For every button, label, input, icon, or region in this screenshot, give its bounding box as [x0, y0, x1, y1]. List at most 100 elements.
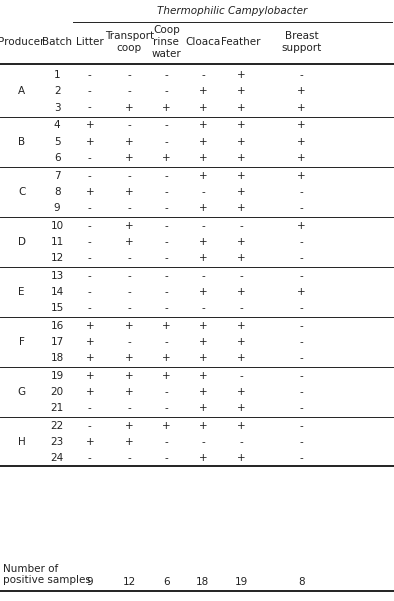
- Text: 6: 6: [163, 577, 169, 587]
- Text: +: +: [85, 187, 94, 197]
- Text: +: +: [237, 171, 245, 181]
- Text: 24: 24: [50, 453, 64, 463]
- Text: +: +: [125, 321, 134, 331]
- Text: -: -: [127, 303, 131, 313]
- Text: -: -: [88, 203, 92, 213]
- Text: -: -: [127, 203, 131, 213]
- Text: -: -: [299, 237, 303, 247]
- Text: -: -: [239, 303, 243, 313]
- Text: +: +: [237, 353, 245, 363]
- Text: -: -: [127, 271, 131, 281]
- Text: +: +: [297, 87, 306, 97]
- Text: +: +: [162, 421, 171, 432]
- Text: -: -: [201, 221, 205, 231]
- Text: -: -: [127, 120, 131, 130]
- Text: -: -: [239, 271, 243, 281]
- Text: +: +: [237, 421, 245, 432]
- Text: +: +: [199, 120, 207, 130]
- Text: -: -: [127, 453, 131, 463]
- Text: -: -: [164, 403, 168, 413]
- Text: +: +: [237, 321, 245, 331]
- Text: +: +: [162, 103, 171, 112]
- Text: 3: 3: [54, 103, 60, 112]
- Text: +: +: [125, 103, 134, 112]
- Text: +: +: [85, 337, 94, 347]
- Text: +: +: [237, 120, 245, 130]
- Text: -: -: [88, 271, 92, 281]
- Text: +: +: [237, 253, 245, 263]
- Text: -: -: [127, 337, 131, 347]
- Text: 21: 21: [50, 403, 64, 413]
- Text: -: -: [164, 87, 168, 97]
- Text: -: -: [164, 453, 168, 463]
- Text: -: -: [164, 203, 168, 213]
- Text: -: -: [201, 438, 205, 447]
- Text: 7: 7: [54, 171, 60, 181]
- Text: F: F: [19, 337, 24, 347]
- Text: 19: 19: [50, 371, 64, 381]
- Text: -: -: [299, 353, 303, 363]
- Text: +: +: [162, 321, 171, 331]
- Text: +: +: [85, 438, 94, 447]
- Text: -: -: [164, 271, 168, 281]
- Text: -: -: [127, 287, 131, 297]
- Text: -: -: [164, 287, 168, 297]
- Text: 12: 12: [123, 577, 136, 587]
- Text: +: +: [237, 387, 245, 397]
- Text: +: +: [85, 136, 94, 147]
- Text: -: -: [88, 403, 92, 413]
- Text: -: -: [164, 171, 168, 181]
- Text: D: D: [18, 237, 26, 247]
- Text: +: +: [297, 103, 306, 112]
- Text: 13: 13: [50, 271, 64, 281]
- Text: Transport
coop: Transport coop: [105, 31, 154, 53]
- Text: +: +: [199, 337, 207, 347]
- Text: -: -: [127, 171, 131, 181]
- Text: +: +: [297, 153, 306, 163]
- Text: -: -: [299, 187, 303, 197]
- Text: Cloaca: Cloaca: [185, 37, 221, 47]
- Text: +: +: [199, 453, 207, 463]
- Text: -: -: [88, 237, 92, 247]
- Text: -: -: [299, 337, 303, 347]
- Text: +: +: [297, 120, 306, 130]
- Text: H: H: [18, 438, 26, 447]
- Text: +: +: [199, 237, 207, 247]
- Text: +: +: [199, 153, 207, 163]
- Text: -: -: [239, 438, 243, 447]
- Text: +: +: [237, 337, 245, 347]
- Text: -: -: [88, 171, 92, 181]
- Text: -: -: [127, 253, 131, 263]
- Text: -: -: [88, 103, 92, 112]
- Text: -: -: [88, 253, 92, 263]
- Text: E: E: [19, 287, 25, 297]
- Text: 9: 9: [87, 577, 93, 587]
- Text: -: -: [88, 453, 92, 463]
- Text: +: +: [85, 353, 94, 363]
- Text: -: -: [88, 421, 92, 432]
- Text: +: +: [237, 103, 245, 112]
- Text: 9: 9: [54, 203, 60, 213]
- Text: +: +: [237, 70, 245, 81]
- Text: -: -: [299, 321, 303, 331]
- Text: -: -: [164, 221, 168, 231]
- Text: -: -: [299, 403, 303, 413]
- Text: -: -: [299, 271, 303, 281]
- Text: +: +: [199, 253, 207, 263]
- Text: +: +: [237, 403, 245, 413]
- Text: -: -: [299, 421, 303, 432]
- Text: 17: 17: [50, 337, 64, 347]
- Text: +: +: [237, 453, 245, 463]
- Text: +: +: [237, 87, 245, 97]
- Text: -: -: [201, 187, 205, 197]
- Text: -: -: [164, 120, 168, 130]
- Text: -: -: [164, 337, 168, 347]
- Text: +: +: [85, 321, 94, 331]
- Text: -: -: [88, 70, 92, 81]
- Text: -: -: [164, 187, 168, 197]
- Text: Batch: Batch: [42, 37, 72, 47]
- Text: -: -: [127, 87, 131, 97]
- Text: +: +: [125, 153, 134, 163]
- Text: +: +: [125, 387, 134, 397]
- Text: Feather: Feather: [221, 37, 261, 47]
